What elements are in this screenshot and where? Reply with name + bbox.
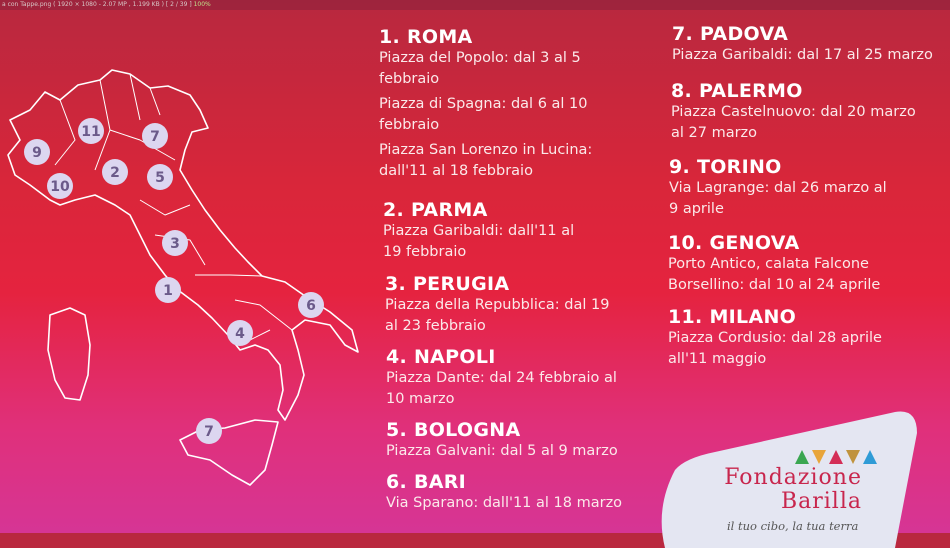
- venue-line: al 23 febbraio: [385, 318, 486, 334]
- logo-badge-shape: [661, 411, 917, 548]
- city-title: 9. TORINO: [669, 156, 782, 178]
- venue-line: 10 marzo: [386, 391, 455, 407]
- svg-text:3: 3: [170, 236, 180, 252]
- venue-line: dall'11 al 18 febbraio: [379, 163, 533, 179]
- map-marker-10: 10: [47, 173, 73, 199]
- tour-stop-11: 11. MILANO Piazza Cordusio: dal 28 aprile…: [668, 306, 882, 370]
- map-marker-3: 3: [162, 230, 188, 256]
- tour-stop-4: 4. NAPOLI Piazza Dante: dal 24 febbraio a…: [386, 346, 617, 410]
- venue-line: al 27 marzo: [671, 125, 758, 141]
- svg-text:1: 1: [163, 283, 173, 299]
- venue-line: Piazza Dante: dal 24 febbraio al: [386, 370, 617, 386]
- logo-triangle: [812, 450, 826, 464]
- svg-text:11: 11: [81, 124, 100, 140]
- tour-stop-3: 3. PERUGIA Piazza della Repubblica: dal 1…: [385, 273, 609, 337]
- venue-line: Piazza del Popolo: dal 3 al 5: [379, 50, 581, 66]
- tour-stop-10: 10. GENOVA Porto Antico, calata Falcone Bo…: [668, 232, 880, 296]
- venue-line: Piazza Cordusio: dal 28 aprile: [668, 330, 882, 346]
- venue-line: 19 febbraio: [383, 244, 467, 260]
- venue-line: 9 aprile: [669, 201, 724, 217]
- svg-text:7: 7: [150, 129, 160, 145]
- tour-stop-2: 2. PARMA Piazza Garibaldi: dall'11 al 19 f…: [383, 199, 574, 263]
- tour-stop-9: 9. TORINO Via Lagrange: dal 26 marzo al 9 …: [669, 156, 887, 220]
- venue-line: all'11 maggio: [668, 351, 767, 367]
- svg-text:5: 5: [155, 170, 165, 186]
- map-marker-6: 6: [298, 292, 324, 318]
- city-title: 10. GENOVA: [668, 232, 800, 254]
- tour-stop-5: 5. BOLOGNA Piazza Galvani: dal 5 al 9 mar…: [386, 419, 618, 462]
- tour-stop-6: 6. BARI Via Sparano: dall'11 al 18 marzo: [386, 471, 622, 514]
- filename: a con Tappe.png: [2, 1, 52, 8]
- fondazione-barilla-logo: Fondazione Barilla il tuo cibo, la tua te…: [655, 408, 920, 548]
- dimensions: ( 1920 × 1080 - 2.07 MP: [53, 1, 127, 8]
- map-marker-9: 9: [24, 139, 50, 165]
- mainland-outline: [7, 69, 359, 421]
- svg-text:2: 2: [110, 165, 120, 181]
- venue-line: Via Lagrange: dal 26 marzo al: [669, 180, 887, 196]
- logo-triangle: [795, 450, 809, 464]
- tour-stop-7: 7. PADOVA Piazza Garibaldi: dal 17 al 25 …: [672, 23, 933, 66]
- logo-triangle: [846, 450, 860, 464]
- map-marker-1: 1: [155, 277, 181, 303]
- logo-triangle: [829, 450, 843, 464]
- tour-stop-1: 1. ROMA Piazza del Popolo: dal 3 al 5 febb…: [379, 26, 592, 182]
- city-title: 2. PARMA: [383, 199, 488, 221]
- region-borders: [54, 73, 293, 341]
- venue-line: Piazza San Lorenzo in Lucina:: [379, 142, 593, 158]
- city-title: 6. BARI: [386, 471, 467, 493]
- svg-text:4: 4: [235, 326, 245, 342]
- venue-line: Piazza Garibaldi: dall'11 al: [383, 223, 575, 239]
- map-marker-7: 7: [142, 123, 168, 149]
- map-marker-4: 4: [227, 320, 253, 346]
- sardinia-outline: [47, 307, 91, 401]
- venue-line: Borsellino: dal 10 al 24 aprile: [668, 277, 881, 293]
- image-index: [ 2 / 39 ]: [165, 1, 192, 8]
- venue-line: Piazza di Spagna: dal 6 al 10: [379, 96, 588, 112]
- city-title: 5. BOLOGNA: [386, 419, 521, 441]
- city-title: 7. PADOVA: [672, 23, 789, 45]
- venue-line: Piazza Galvani: dal 5 al 9 marzo: [386, 443, 618, 459]
- venue-line: Via Sparano: dall'11 al 18 marzo: [386, 495, 623, 511]
- zoom-level: 100%: [193, 1, 211, 8]
- map-marker-5: 5: [147, 164, 173, 190]
- venue-line: Piazza Garibaldi: dal 17 al 25 marzo: [672, 47, 933, 63]
- map-marker-2: 2: [102, 159, 128, 185]
- svg-text:10: 10: [50, 179, 70, 195]
- venue-line: Piazza della Repubblica: dal 19: [385, 297, 610, 313]
- italy-map: 9 11 7 2 10 5 3 1 6 4 7: [7, 69, 359, 486]
- svg-text:7: 7: [204, 424, 214, 440]
- map-marker-11: 11: [78, 118, 104, 144]
- city-title: 8. PALERMO: [671, 80, 803, 102]
- svg-text:9: 9: [32, 145, 42, 161]
- tour-stop-8: 8. PALERMO Piazza Castelnuovo: dal 20 mar…: [671, 80, 916, 144]
- map-marker-7: 7: [196, 418, 222, 444]
- logo-tagline: il tuo cibo, la tua terra: [727, 519, 859, 533]
- sicily-outline: [179, 419, 279, 486]
- logo-triangle: [863, 450, 877, 464]
- logo-wordmark: Fondazione Barilla: [724, 465, 862, 514]
- venue-line: febbraio: [379, 117, 440, 133]
- venue-line: febbraio: [379, 71, 440, 87]
- city-title: 1. ROMA: [379, 26, 473, 48]
- file-size: , 1.199 KB ): [128, 1, 164, 8]
- image-viewer-titlebar: a con Tappe.png ( 1920 × 1080 - 2.07 MP …: [0, 0, 950, 10]
- city-title: 3. PERUGIA: [385, 273, 510, 295]
- city-title: 11. MILANO: [668, 306, 797, 328]
- svg-text:6: 6: [306, 298, 316, 314]
- venue-line: Piazza Castelnuovo: dal 20 marzo: [671, 104, 916, 120]
- venue-line: Porto Antico, calata Falcone: [668, 256, 869, 272]
- city-title: 4. NAPOLI: [386, 346, 496, 368]
